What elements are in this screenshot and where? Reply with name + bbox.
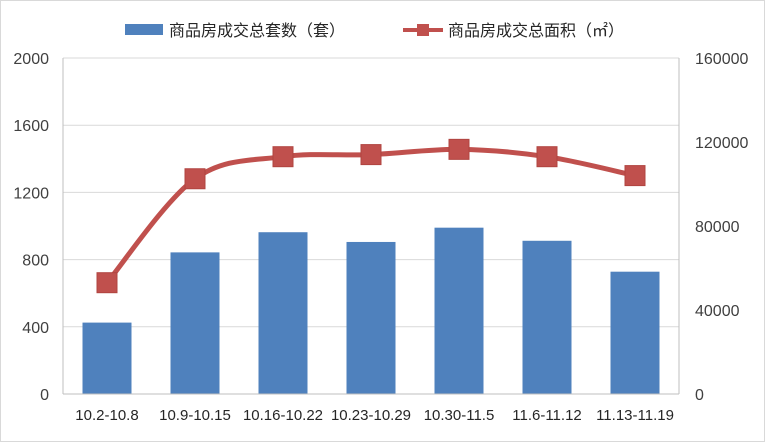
bar-series: [82, 227, 660, 394]
right-tick-label: 0: [695, 387, 704, 404]
line-marker: [96, 272, 118, 294]
line-marker: [272, 146, 294, 168]
category-label: 11.13-11.19: [596, 407, 674, 424]
category-labels: 10.2-10.8 10.9-10.15 10.16-10.22 10.23-10.2…: [75, 407, 674, 424]
left-tick-label: 0: [40, 387, 49, 404]
bar: [258, 232, 308, 394]
right-tick-label: 40000: [695, 303, 740, 320]
axes: [62, 58, 680, 395]
left-tick-label: 1600: [13, 118, 49, 135]
right-tick-label: 80000: [695, 219, 740, 236]
category-label: 11.6-11.12: [512, 407, 582, 424]
line-marker: [536, 146, 558, 168]
category-label: 10.23-10.29: [331, 407, 411, 424]
bar: [610, 271, 660, 394]
legend: 商品房成交总套数（套） 商品房成交总面积（㎡）: [125, 21, 624, 40]
legend-bar-swatch: [125, 24, 163, 35]
bar: [522, 240, 572, 394]
left-axis-ticks: 0 400 800 1200 1600 2000: [13, 51, 49, 404]
left-tick-label: 1200: [13, 185, 49, 202]
left-tick-label: 400: [22, 320, 49, 337]
line-marker: [184, 168, 206, 190]
grid-lines: [63, 57, 679, 328]
right-axis-ticks: 0 40000 80000 120000 160000: [695, 51, 748, 404]
category-label: 10.16-10.22: [243, 407, 323, 424]
legend-line-marker: [417, 24, 429, 36]
line-marker: [624, 165, 646, 187]
legend-bar-label: 商品房成交总套数（套）: [169, 21, 345, 40]
line-marker: [448, 138, 470, 160]
bar: [170, 252, 220, 394]
right-tick-label: 160000: [695, 51, 748, 68]
right-tick-label: 120000: [695, 135, 748, 152]
line-series: [96, 138, 646, 294]
category-label: 10.2-10.8: [75, 407, 138, 424]
bar: [346, 241, 396, 394]
line-marker: [360, 144, 382, 166]
bar: [82, 322, 132, 394]
left-tick-label: 2000: [13, 51, 49, 68]
left-tick-label: 800: [22, 253, 49, 270]
category-label: 10.9-10.15: [159, 407, 231, 424]
bar: [434, 227, 484, 394]
category-label: 10.30-11.5: [424, 407, 495, 424]
legend-line-label: 商品房成交总面积（㎡）: [448, 21, 624, 40]
